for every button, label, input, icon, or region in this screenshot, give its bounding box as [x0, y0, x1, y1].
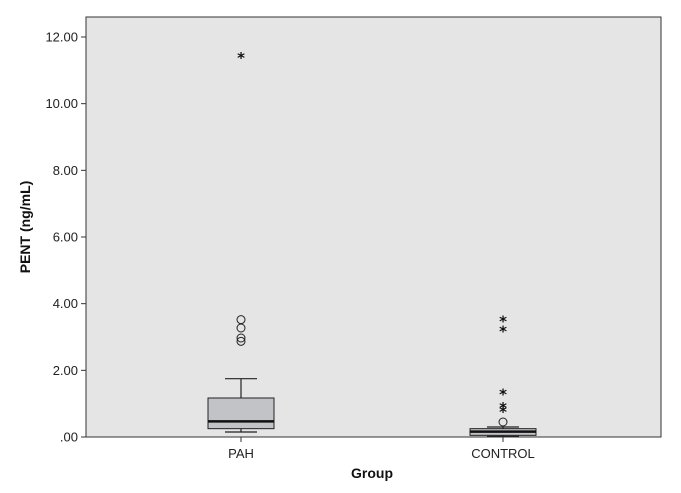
extreme-outlier-point: *: [499, 399, 507, 417]
y-tick-label: 4.00: [53, 296, 78, 311]
extreme-outlier-point: *: [237, 49, 245, 67]
box-group: *: [207, 49, 275, 433]
box-series: ******: [207, 49, 537, 437]
y-tick-label: 8.00: [53, 163, 78, 178]
box: [207, 397, 275, 430]
x-axis-title: Group: [351, 465, 393, 481]
extreme-outlier-point: *: [499, 386, 507, 404]
outlier-point: [236, 336, 246, 346]
y-tick-label: .00: [60, 430, 78, 445]
y-axis-title: PENT (ng/mL): [17, 181, 33, 274]
box-group: *****: [469, 312, 537, 437]
y-tick-label: 2.00: [53, 363, 78, 378]
plot-area: [85, 16, 662, 438]
y-tick-label: 6.00: [53, 230, 78, 245]
x-tick-label: CONTROL: [471, 446, 535, 461]
outlier-point: [498, 417, 508, 427]
extreme-outlier-point: *: [499, 312, 507, 330]
x-tick-label: PAH: [228, 446, 254, 461]
y-tick-label: 10.00: [45, 96, 78, 111]
outlier-point: [236, 333, 246, 343]
extreme-outlier-point: *: [499, 322, 507, 340]
y-axis: .00 2.00 4.00 6.00 8.00 10.00 12.00: [45, 30, 86, 445]
outlier-point: [236, 323, 246, 333]
x-axis: PAH CONTROL: [228, 437, 535, 461]
extreme-outlier-point: *: [499, 403, 507, 421]
y-tick-label: 12.00: [45, 30, 78, 45]
